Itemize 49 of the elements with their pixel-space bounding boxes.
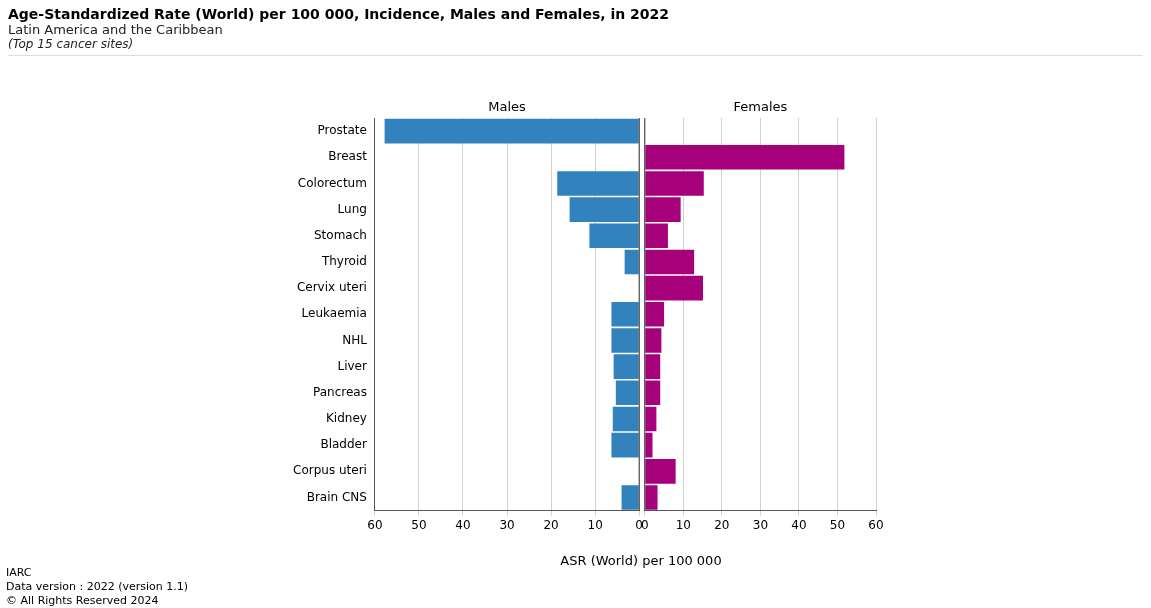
y-tick-label: Cervix uteri bbox=[296, 280, 367, 295]
y-tick-label: Corpus uteri bbox=[293, 463, 367, 478]
x-tick-label: 20 bbox=[714, 517, 730, 532]
bar bbox=[645, 249, 695, 275]
x-tick-label: 50 bbox=[829, 517, 846, 532]
y-tick-label: Kidney bbox=[325, 411, 367, 426]
x-tick-label: 60 bbox=[868, 517, 884, 532]
y-tick-label: Lung bbox=[337, 201, 367, 216]
x-tick-label: 10 bbox=[587, 517, 603, 532]
text: Data version : 2022 (version 1.1) bbox=[6, 580, 189, 594]
bar bbox=[384, 118, 639, 144]
x-tick-label: 50 bbox=[411, 517, 427, 532]
bar bbox=[612, 406, 639, 432]
y-tick-label: Breast bbox=[328, 149, 368, 164]
x-tick-label: 40 bbox=[791, 517, 807, 532]
text: © All Rights Reserved 2024 bbox=[6, 594, 160, 608]
y-tick-label: Pancreas bbox=[312, 384, 367, 399]
x-tick-label: 30 bbox=[752, 517, 769, 532]
text: Females bbox=[733, 98, 788, 114]
y-tick-label: Bladder bbox=[320, 437, 367, 452]
bar bbox=[645, 275, 703, 301]
x-tick-label: 20 bbox=[543, 517, 559, 532]
x-tick-label: 10 bbox=[675, 517, 691, 532]
text: IARC bbox=[6, 566, 33, 580]
text: (Top 15 cancer sites) bbox=[8, 37, 135, 51]
bar bbox=[645, 406, 657, 432]
chart-title: Age-Standardized Rate (World) per 100 000, Incidence, Males and Females, in 2022 bbox=[8, 6, 671, 22]
x-tick-label: 0 bbox=[641, 517, 649, 532]
y-tick-label: NHL bbox=[342, 332, 368, 347]
bar bbox=[621, 485, 639, 510]
y-tick-label: Prostate bbox=[317, 123, 367, 138]
bar bbox=[611, 432, 639, 458]
bar bbox=[645, 380, 661, 406]
y-tick-label: Colorectum bbox=[297, 175, 367, 190]
y-tick-label: Liver bbox=[337, 358, 367, 373]
y-tick-label: Stomach bbox=[313, 227, 367, 242]
x-axis-title: ASR (World) per 100 000 bbox=[559, 553, 723, 568]
y-tick-label: Thyroid bbox=[320, 254, 367, 269]
bar bbox=[624, 249, 639, 275]
x-tick-label: 30 bbox=[499, 517, 515, 532]
x-tick-label: 40 bbox=[455, 517, 471, 532]
x-tick-label: 60 bbox=[367, 517, 383, 532]
text: Latin America and the Caribbean bbox=[8, 22, 224, 37]
y-tick-label: Brain CNS bbox=[306, 489, 367, 504]
bar bbox=[645, 432, 653, 458]
y-tick-label: Leukaemia bbox=[301, 306, 367, 321]
bar bbox=[615, 380, 639, 406]
x-tick-label: 0 bbox=[635, 517, 643, 532]
series-label: Males bbox=[488, 98, 527, 114]
